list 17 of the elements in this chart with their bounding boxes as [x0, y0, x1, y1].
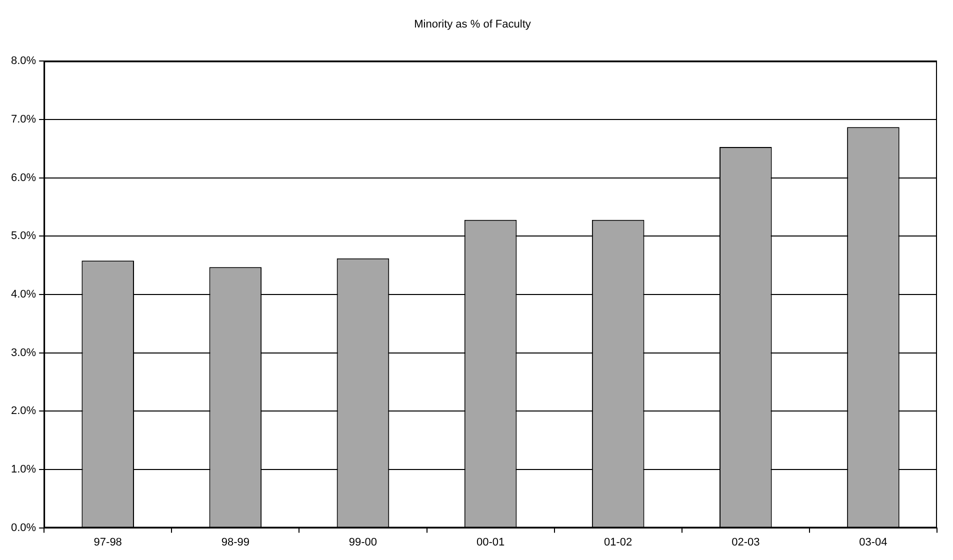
x-tick-label: 01-02	[604, 536, 632, 548]
y-tick-label: 1.0%	[10, 464, 36, 476]
y-tick-label: 3.0%	[10, 346, 36, 359]
y-tick-label: 0.0%	[10, 522, 36, 534]
y-tick-label: 7.0%	[10, 114, 36, 126]
x-tick-label: 98-99	[221, 536, 250, 548]
x-tick-label: 97-98	[94, 536, 122, 548]
y-tick-label: 6.0%	[10, 172, 36, 184]
x-tick-label: 99-00	[348, 536, 378, 548]
y-tick-label: 2.0%	[10, 405, 36, 418]
y-tick-label: 5.0%	[10, 230, 36, 242]
x-tick-label: 03-04	[859, 536, 888, 548]
y-tick-label: 4.0%	[10, 288, 36, 301]
x-tick-label: 02-03	[732, 536, 760, 548]
y-tick-label: 8.0%	[10, 55, 36, 68]
x-tick-label: 00-01	[476, 536, 505, 548]
chart-title: Minority as % of Faculty	[414, 18, 532, 31]
